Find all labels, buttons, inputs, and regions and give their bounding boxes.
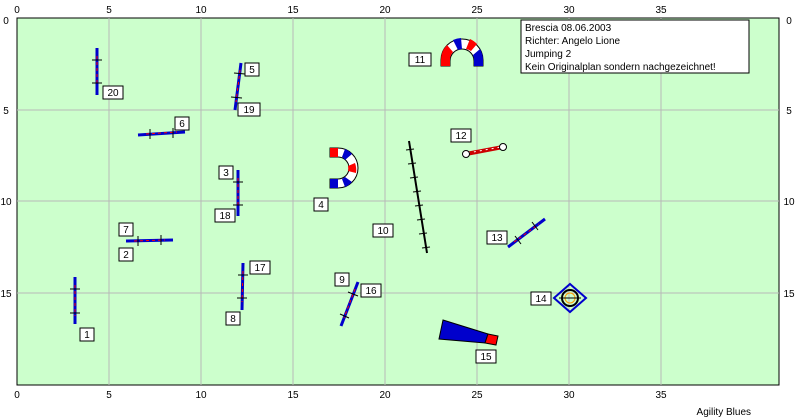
- info-box: Brescia 08.06.2003 Richter: Angelo Lione…: [520, 19, 750, 74]
- x-tick: 35: [655, 390, 667, 401]
- svg-text:11: 11: [415, 55, 426, 66]
- x-tick: 30: [563, 5, 575, 16]
- long-jump-12: [462, 143, 507, 158]
- x-tick: 0: [14, 5, 20, 16]
- footer-credit: Agility Blues: [697, 407, 751, 418]
- y-tick: 15: [783, 289, 795, 300]
- info-line-judge: Richter: Angelo Lione: [525, 36, 621, 47]
- weave-poles-10: [405, 140, 431, 254]
- x-tick: 30: [563, 390, 575, 401]
- x-tick: 35: [655, 5, 667, 16]
- x-tick: 15: [287, 390, 299, 401]
- x-tick: 15: [287, 5, 299, 16]
- jump-3-18: [233, 170, 243, 216]
- obstacle-labels: 1 2 7 3 18 4 5 19 6 8 17 9 16 10 11 12 1…: [79, 52, 552, 364]
- tunnel-4: [329, 147, 359, 189]
- x-axis-bottom: 0 5 10 15 20 25 30 35: [14, 390, 667, 401]
- jump-5-19: [230, 62, 246, 111]
- label-7: 7: [118, 222, 134, 237]
- x-tick: 10: [195, 390, 207, 401]
- x-tick: 5: [106, 390, 112, 401]
- svg-text:2: 2: [123, 250, 129, 261]
- svg-text:1: 1: [84, 330, 90, 341]
- label-20: 20: [102, 85, 124, 100]
- x-axis-top: 0 5 10 15 20 25 30 35: [14, 5, 667, 16]
- jump-1: [70, 277, 80, 324]
- label-19: 19: [237, 102, 261, 117]
- jump-6: [137, 128, 186, 139]
- x-tick: 20: [379, 390, 391, 401]
- info-line-class: Jumping 2: [525, 49, 572, 60]
- y-tick: 5: [786, 106, 792, 117]
- y-tick: 0: [786, 16, 792, 27]
- svg-text:4: 4: [318, 200, 324, 211]
- svg-text:20: 20: [107, 88, 119, 99]
- svg-text:3: 3: [223, 168, 229, 179]
- label-10: 10: [372, 223, 394, 238]
- y-tick: 10: [0, 197, 12, 208]
- svg-text:17: 17: [254, 263, 266, 274]
- svg-text:14: 14: [535, 294, 547, 305]
- y-tick: 5: [3, 106, 9, 117]
- svg-text:5: 5: [249, 65, 255, 76]
- x-tick: 25: [471, 390, 483, 401]
- collapsed-tunnel-15: [438, 319, 499, 346]
- x-tick: 5: [106, 5, 112, 16]
- jump-20: [92, 48, 102, 95]
- y-axis-left: 0 5 10 15: [0, 16, 12, 300]
- label-15: 15: [475, 349, 497, 364]
- label-17: 17: [249, 260, 271, 275]
- label-6: 6: [174, 116, 190, 131]
- label-13: 13: [486, 230, 508, 245]
- x-tick: 10: [195, 5, 207, 16]
- svg-text:13: 13: [491, 233, 503, 244]
- jump-13: [507, 217, 546, 249]
- y-axis-right: 0 5 10 15: [783, 16, 795, 300]
- grid: [17, 18, 779, 385]
- x-tick: 0: [14, 390, 20, 401]
- label-12: 12: [450, 128, 472, 143]
- label-11: 11: [408, 52, 432, 67]
- x-tick: 25: [471, 5, 483, 16]
- tunnel-11: [440, 38, 484, 67]
- label-4: 4: [313, 197, 329, 212]
- svg-text:12: 12: [455, 131, 467, 142]
- label-2: 2: [118, 247, 134, 262]
- label-9: 9: [334, 272, 350, 287]
- svg-text:10: 10: [377, 226, 389, 237]
- y-tick: 15: [0, 289, 12, 300]
- svg-text:19: 19: [243, 105, 255, 116]
- label-1: 1: [79, 327, 95, 342]
- label-3: 3: [218, 165, 234, 180]
- x-tick: 20: [379, 5, 391, 16]
- tire-14: [552, 282, 588, 314]
- info-line-note: Kein Originalplan sondern nachgezeichnet…: [525, 62, 716, 73]
- label-8: 8: [225, 311, 241, 326]
- label-5: 5: [244, 62, 260, 77]
- label-14: 14: [530, 291, 552, 306]
- label-16: 16: [360, 283, 382, 298]
- svg-text:15: 15: [480, 352, 492, 363]
- info-line-venue: Brescia 08.06.2003: [525, 23, 612, 34]
- label-18: 18: [214, 208, 236, 223]
- svg-text:9: 9: [339, 275, 345, 286]
- y-tick: 10: [783, 197, 795, 208]
- svg-text:6: 6: [179, 119, 185, 130]
- svg-text:16: 16: [365, 286, 377, 297]
- jump-8-17: [237, 262, 248, 311]
- jump-9-16: [339, 281, 360, 327]
- svg-text:7: 7: [123, 225, 129, 236]
- jump-2-7: [125, 235, 174, 246]
- svg-text:18: 18: [219, 211, 231, 222]
- svg-text:8: 8: [230, 314, 236, 325]
- y-tick: 0: [3, 16, 9, 27]
